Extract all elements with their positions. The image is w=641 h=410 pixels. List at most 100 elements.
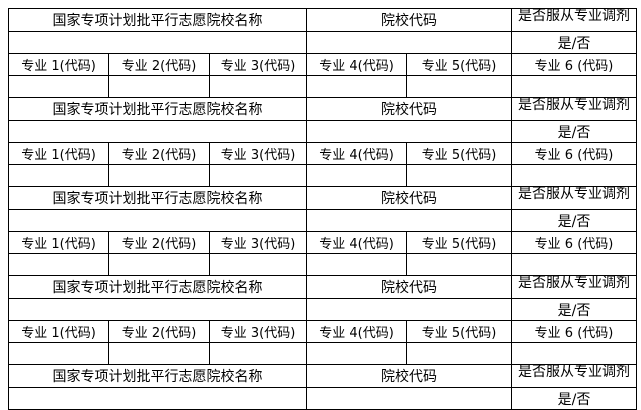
- major-4-input[interactable]: [306, 342, 407, 365]
- major-2-input[interactable]: [108, 342, 210, 365]
- accept-adjustment-input[interactable]: 是/否: [511, 31, 637, 54]
- school-name-input[interactable]: [8, 120, 307, 143]
- accept-adjustment-text: 是否服从专业调剂: [518, 187, 630, 202]
- major-2-label: 专业 2(代码): [108, 320, 210, 343]
- accept-adjustment-input[interactable]: 是/否: [511, 120, 637, 143]
- major-3-input[interactable]: [209, 342, 307, 365]
- major-2-label: 专业 2(代码): [108, 142, 210, 165]
- school-header-row: 国家专项计划批平行志愿院校名称 院校代码 是否服从专业调剂: [8, 364, 637, 388]
- major-3-input[interactable]: [209, 164, 307, 187]
- accept-adjustment-label: 是否服从专业调剂: [511, 8, 637, 32]
- major-4-input[interactable]: [306, 75, 407, 98]
- school-input-row: 是/否: [8, 120, 637, 143]
- major-6-input[interactable]: [511, 164, 637, 187]
- school-name-input[interactable]: [8, 298, 307, 321]
- school-code-input[interactable]: [306, 387, 512, 410]
- majors-input-row: [8, 75, 637, 98]
- major-2-input[interactable]: [108, 75, 210, 98]
- volunteer-form-table: 国家专项计划批平行志愿院校名称 院校代码 是否服从专业调剂 是/否 专业 1(代…: [8, 8, 637, 410]
- school-header-row: 国家专项计划批平行志愿院校名称 院校代码 是否服从专业调剂: [8, 97, 637, 121]
- major-4-label: 专业 4(代码): [306, 320, 407, 343]
- school-input-row: 是/否: [8, 31, 637, 54]
- major-4-label: 专业 4(代码): [306, 53, 407, 76]
- major-6-label: 专业 6 (代码): [511, 231, 637, 254]
- major-6-input[interactable]: [511, 75, 637, 98]
- school-input-row: 是/否: [8, 387, 637, 410]
- accept-adjustment-text: 是否服从专业调剂: [518, 98, 630, 113]
- majors-input-row: [8, 164, 637, 187]
- accept-adjustment-text: 是否服从专业调剂: [518, 9, 630, 24]
- major-5-label: 专业 5(代码): [406, 231, 512, 254]
- major-2-input[interactable]: [108, 253, 210, 276]
- major-4-input[interactable]: [306, 253, 407, 276]
- major-4-label: 专业 4(代码): [306, 231, 407, 254]
- school-input-row: 是/否: [8, 298, 637, 321]
- school-header-row: 国家专项计划批平行志愿院校名称 院校代码 是否服从专业调剂: [8, 8, 637, 32]
- school-name-label: 国家专项计划批平行志愿院校名称: [8, 275, 307, 299]
- school-name-label: 国家专项计划批平行志愿院校名称: [8, 364, 307, 388]
- major-1-input[interactable]: [8, 75, 109, 98]
- school-code-input[interactable]: [306, 209, 512, 232]
- major-1-input[interactable]: [8, 164, 109, 187]
- accept-adjustment-input[interactable]: 是/否: [511, 387, 637, 410]
- school-code-label: 院校代码: [306, 8, 512, 32]
- majors-header-row: 专业 1(代码) 专业 2(代码) 专业 3(代码) 专业 4(代码) 专业 5(代码)…: [8, 53, 637, 76]
- major-1-label: 专业 1(代码): [8, 142, 109, 165]
- major-5-label: 专业 5(代码): [406, 320, 512, 343]
- major-3-label: 专业 3(代码): [209, 231, 307, 254]
- accept-adjustment-label: 是否服从专业调剂: [511, 275, 637, 299]
- major-3-input[interactable]: [209, 75, 307, 98]
- school-code-label: 院校代码: [306, 275, 512, 299]
- major-6-label: 专业 6 (代码): [511, 53, 637, 76]
- major-6-input[interactable]: [511, 253, 637, 276]
- major-1-label: 专业 1(代码): [8, 320, 109, 343]
- school-name-input[interactable]: [8, 387, 307, 410]
- accept-adjustment-text: 是否服从专业调剂: [518, 365, 630, 380]
- major-5-label: 专业 5(代码): [406, 53, 512, 76]
- major-3-label: 专业 3(代码): [209, 142, 307, 165]
- major-6-label: 专业 6 (代码): [511, 320, 637, 343]
- school-code-label: 院校代码: [306, 364, 512, 388]
- majors-header-row: 专业 1(代码) 专业 2(代码) 专业 3(代码) 专业 4(代码) 专业 5(代码)…: [8, 320, 637, 343]
- major-5-input[interactable]: [406, 75, 512, 98]
- school-name-label: 国家专项计划批平行志愿院校名称: [8, 97, 307, 121]
- major-6-input[interactable]: [511, 342, 637, 365]
- school-header-row: 国家专项计划批平行志愿院校名称 院校代码 是否服从专业调剂: [8, 186, 637, 210]
- majors-input-row: [8, 253, 637, 276]
- school-header-row: 国家专项计划批平行志愿院校名称 院校代码 是否服从专业调剂: [8, 275, 637, 299]
- major-3-label: 专业 3(代码): [209, 320, 307, 343]
- major-4-label: 专业 4(代码): [306, 142, 407, 165]
- school-name-input[interactable]: [8, 31, 307, 54]
- school-name-label: 国家专项计划批平行志愿院校名称: [8, 8, 307, 32]
- major-4-input[interactable]: [306, 164, 407, 187]
- major-1-input[interactable]: [8, 253, 109, 276]
- school-code-input[interactable]: [306, 298, 512, 321]
- major-5-input[interactable]: [406, 164, 512, 187]
- accept-adjustment-input[interactable]: 是/否: [511, 298, 637, 321]
- accept-adjustment-label: 是否服从专业调剂: [511, 186, 637, 210]
- school-code-input[interactable]: [306, 31, 512, 54]
- accept-adjustment-label: 是否服从专业调剂: [511, 97, 637, 121]
- majors-header-row: 专业 1(代码) 专业 2(代码) 专业 3(代码) 专业 4(代码) 专业 5(代码)…: [8, 231, 637, 254]
- major-2-input[interactable]: [108, 164, 210, 187]
- major-3-label: 专业 3(代码): [209, 53, 307, 76]
- major-1-input[interactable]: [8, 342, 109, 365]
- major-3-input[interactable]: [209, 253, 307, 276]
- major-1-label: 专业 1(代码): [8, 53, 109, 76]
- school-name-input[interactable]: [8, 209, 307, 232]
- major-1-label: 专业 1(代码): [8, 231, 109, 254]
- majors-input-row: [8, 342, 637, 365]
- school-code-label: 院校代码: [306, 186, 512, 210]
- accept-adjustment-text: 是否服从专业调剂: [518, 276, 630, 291]
- major-5-label: 专业 5(代码): [406, 142, 512, 165]
- school-code-input[interactable]: [306, 120, 512, 143]
- majors-header-row: 专业 1(代码) 专业 2(代码) 专业 3(代码) 专业 4(代码) 专业 5(代码)…: [8, 142, 637, 165]
- school-code-label: 院校代码: [306, 97, 512, 121]
- major-5-input[interactable]: [406, 342, 512, 365]
- major-2-label: 专业 2(代码): [108, 53, 210, 76]
- school-name-label: 国家专项计划批平行志愿院校名称: [8, 186, 307, 210]
- accept-adjustment-input[interactable]: 是/否: [511, 209, 637, 232]
- major-2-label: 专业 2(代码): [108, 231, 210, 254]
- accept-adjustment-label: 是否服从专业调剂: [511, 364, 637, 388]
- major-5-input[interactable]: [406, 253, 512, 276]
